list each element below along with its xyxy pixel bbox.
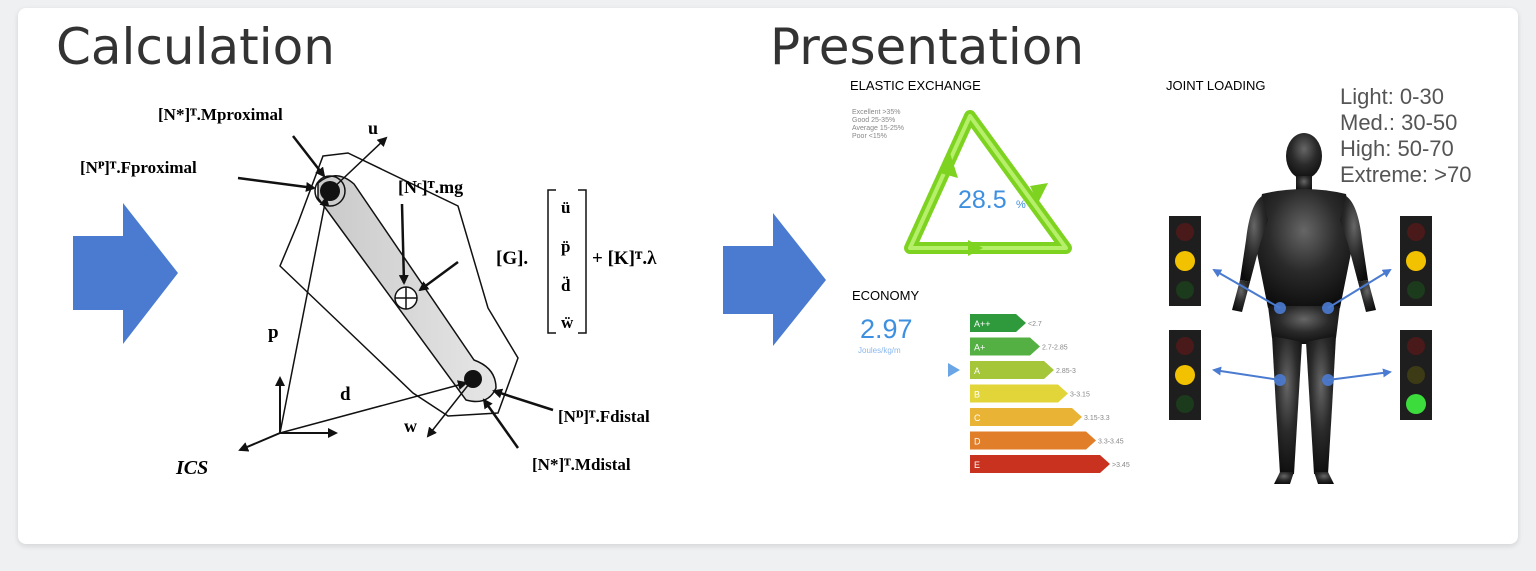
d-vector-label: d	[340, 384, 351, 405]
energy-bar-grade: B	[974, 390, 980, 400]
figure-canvas: [N*]ᵀ.Mproximal [Nᴾ]ᵀ.Fproximal u [Nᶜ]ᵀ.…	[73, 78, 1432, 484]
elastic-unit: %	[1016, 199, 1026, 211]
k-term-label: + [K]ᵀ.λ	[592, 248, 657, 269]
energy-bar-range: 3-3.15	[1070, 392, 1090, 399]
energy-bar-range: 3.15-3.3	[1084, 415, 1110, 422]
energy-bar: D 3.3-3.45	[970, 431, 1124, 450]
elastic-legend-item: Excellent >35%	[852, 109, 900, 116]
legend-light: Light: 0-30	[1340, 84, 1444, 109]
matrix-entry: d̈	[561, 276, 571, 295]
matrix-entry: ü	[561, 198, 570, 217]
energy-bar: A+ 2.7-2.85	[970, 337, 1068, 356]
g-term-label: [G].	[496, 248, 528, 269]
w-axis-label: w	[404, 416, 417, 436]
m-proximal-label: [N*]ᵀ.Mproximal	[158, 105, 283, 124]
elastic-value: 28.5	[958, 186, 1007, 214]
traffic-light-lower-right	[1400, 330, 1432, 420]
presentation-heading: Presentation	[770, 18, 1085, 76]
legend-extreme: Extreme: >70	[1340, 162, 1472, 187]
matrix-entry: p̈	[561, 237, 570, 256]
traffic-light-lower-left	[1169, 330, 1201, 420]
energy-bar-grade: A++	[974, 319, 991, 329]
energy-bar: A++ <2.7	[970, 314, 1042, 332]
energy-rating-bars: A++ <2.7 A+ 2.7-2.85 A 2.85-3 B 3-3.15 C 3.15-3.3…	[970, 314, 1130, 473]
energy-bar-range: 2.85-3	[1056, 368, 1076, 375]
calculation-heading: Calculation	[56, 18, 335, 76]
legend-high: High: 50-70	[1340, 136, 1454, 161]
mg-label: [Nᶜ]ᵀ.mg	[398, 177, 463, 197]
ics-label: ICS	[175, 457, 208, 479]
energy-bar-grade: E	[974, 460, 980, 470]
matrix-entry: ẅ	[561, 313, 574, 332]
recycle-triangle-icon	[904, 110, 1072, 256]
energy-bar-range: 2.7-2.85	[1042, 345, 1068, 352]
energy-bar: B 3-3.15	[970, 384, 1090, 403]
elastic-exchange-title: ELASTIC EXCHANGE	[850, 78, 981, 93]
traffic-light-upper-right	[1400, 216, 1432, 306]
economy-unit: Joules/kg/m	[858, 346, 901, 355]
elastic-legend-item: Average 15-25%	[852, 125, 904, 132]
legend-medium: Med.: 30-50	[1340, 110, 1458, 135]
flow-arrow-right	[723, 213, 826, 346]
segment-diagram	[237, 135, 587, 452]
f-distal-label: [Nᴰ]ᵀ.Fdistal	[558, 407, 650, 426]
joint-arrows	[1212, 268, 1392, 386]
elastic-legend-item: Good 25-35%	[852, 117, 895, 124]
energy-bar-range: >3.45	[1112, 462, 1130, 469]
energy-bar-range: <2.7	[1028, 321, 1042, 328]
energy-bar: E >3.45	[970, 455, 1130, 473]
p-vector-label: p	[268, 322, 279, 343]
energy-bar-grade: C	[974, 413, 981, 423]
energy-bar-grade: A	[974, 366, 980, 376]
traffic-light-upper-left	[1169, 216, 1201, 306]
elastic-legend: Excellent >35% Good 25-35% Average 15-25…	[852, 109, 904, 140]
energy-bar: C 3.15-3.3	[970, 408, 1110, 426]
f-proximal-label: [Nᴾ]ᵀ.Fproximal	[80, 158, 197, 177]
energy-bar-range: 3.3-3.45	[1098, 439, 1124, 446]
energy-bar: A 2.85-3	[970, 361, 1076, 379]
u-axis-label: u	[368, 118, 378, 138]
economy-value: 2.97	[860, 314, 913, 344]
figure-card: Calculation Presentation	[18, 8, 1518, 544]
joint-loading-legend: Light: 0-30 Med.: 30-50 High: 50-70 Extr…	[1340, 84, 1471, 188]
economy-pointer-icon	[948, 363, 960, 377]
joint-loading-title: JOINT LOADING	[1166, 78, 1265, 93]
energy-bar-grade: A+	[974, 343, 985, 353]
economy-title: ECONOMY	[852, 288, 920, 303]
flow-arrow-left	[73, 203, 178, 344]
m-distal-label: [N*]ᵀ.Mdistal	[532, 455, 631, 474]
elastic-legend-item: Poor <15%	[852, 133, 887, 140]
energy-bar-grade: D	[974, 437, 981, 447]
